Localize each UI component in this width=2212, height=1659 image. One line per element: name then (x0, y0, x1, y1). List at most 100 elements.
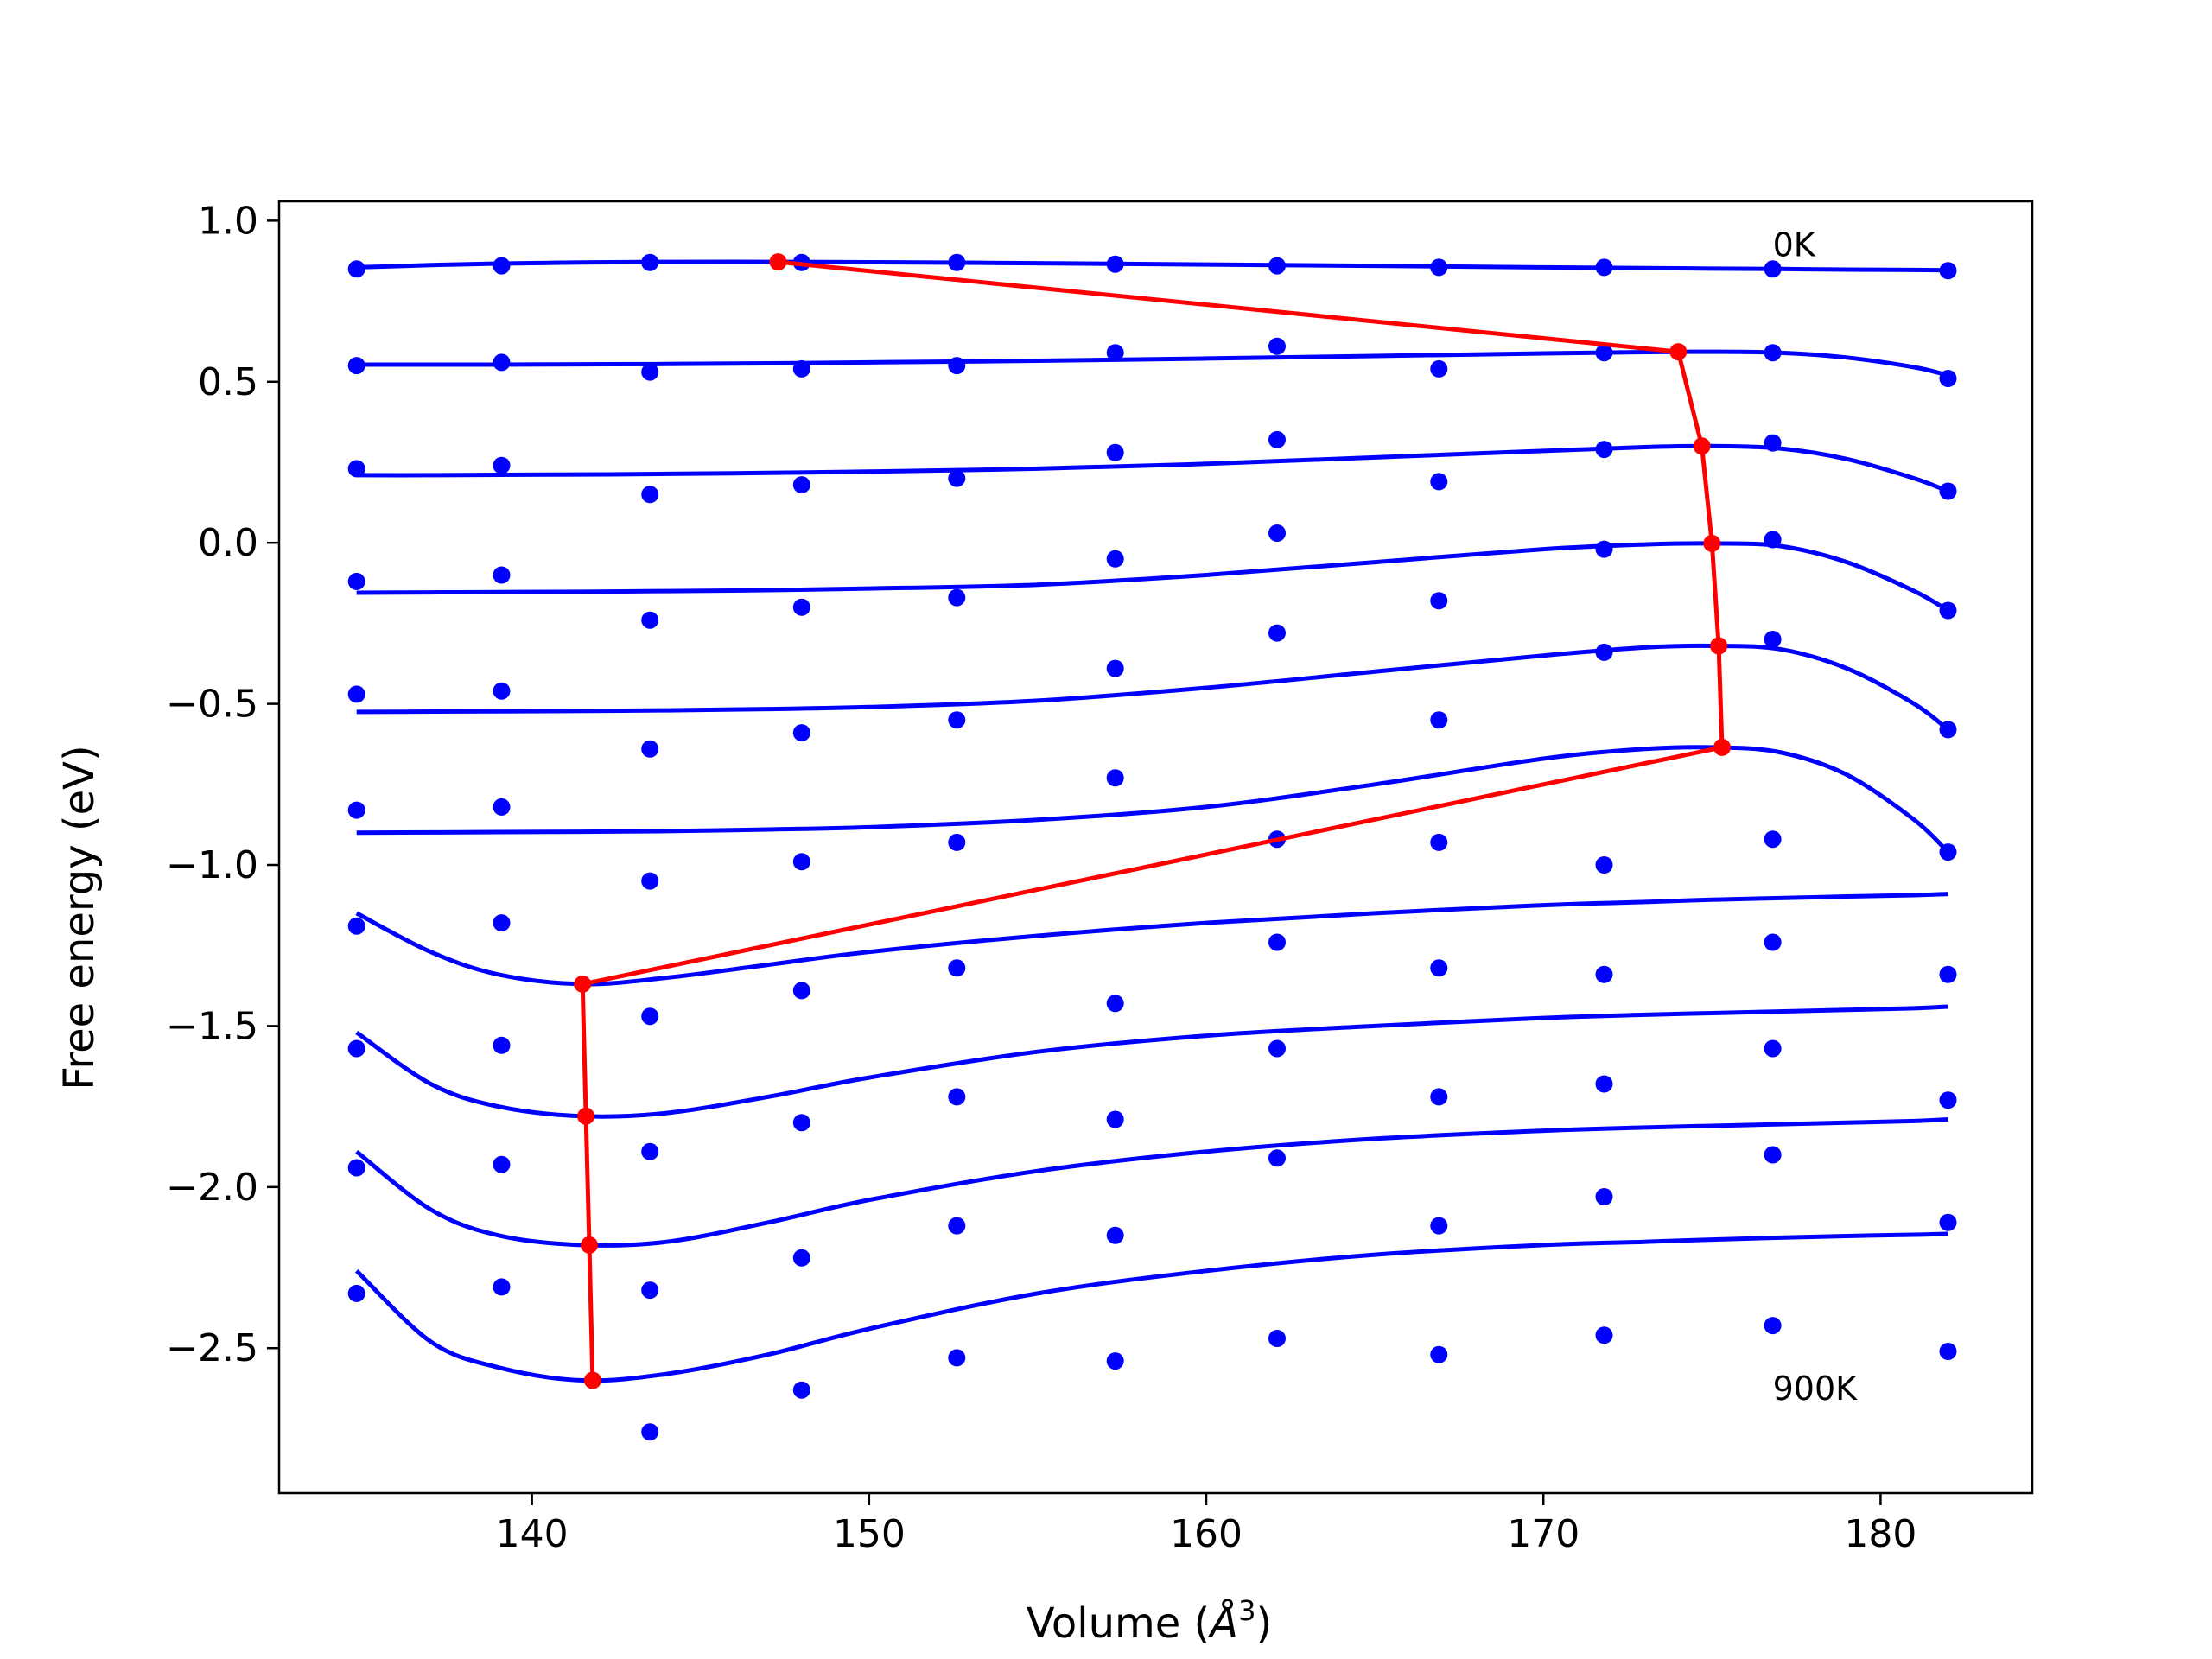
data-point-100K (1939, 370, 1957, 387)
fit-curve-700K (355, 1004, 1948, 1119)
data-point-200K (948, 469, 966, 487)
minimum-point (1703, 534, 1721, 552)
data-point-800K (792, 1249, 810, 1267)
y-tick-label: 1.0 (198, 199, 258, 243)
data-point-400K (1106, 659, 1124, 677)
data-point-600K (1430, 959, 1448, 977)
data-point-900K (792, 1381, 810, 1399)
data-point-500K (1106, 769, 1124, 787)
data-point-100K (493, 353, 511, 372)
data-point-300K (1106, 550, 1124, 568)
data-point-100K (792, 359, 810, 378)
data-point-200K (641, 486, 659, 504)
data-point-400K (948, 711, 966, 729)
data-point-600K (347, 917, 365, 935)
minimum-point (574, 975, 592, 993)
fit-curve-400K (356, 643, 1950, 732)
x-tick-label: 170 (1507, 1512, 1580, 1556)
data-point-600K (1106, 995, 1124, 1013)
data-point-0K (948, 253, 966, 271)
data-point-800K (1764, 1146, 1782, 1164)
data-point-300K (1430, 592, 1448, 610)
data-point-200K (347, 460, 365, 478)
data-point-400K (1268, 624, 1286, 642)
data-point-200K (1764, 434, 1782, 452)
data-point-700K (792, 1114, 810, 1132)
annotation-label: 900K (1773, 1370, 1859, 1408)
y-tick-label: 0.5 (198, 360, 258, 404)
data-point-0K (641, 253, 659, 271)
data-point-500K (1595, 856, 1613, 874)
data-point-200K (1595, 441, 1613, 459)
data-point-900K (1106, 1352, 1124, 1370)
data-point-600K (1764, 933, 1782, 951)
y-tick-label: −2.5 (166, 1326, 258, 1370)
data-point-900K (347, 1284, 365, 1302)
data-point-700K (1106, 1110, 1124, 1128)
x-tick-label: 180 (1844, 1512, 1916, 1556)
minimum-point (583, 1371, 601, 1389)
data-point-500K (1764, 830, 1782, 849)
data-point-900K (1939, 1343, 1957, 1360)
data-point-200K (1268, 430, 1286, 448)
y-tick-label: −2.0 (166, 1166, 258, 1210)
x-tick-label: 150 (833, 1512, 906, 1556)
data-point-700K (347, 1039, 365, 1058)
data-point-700K (1430, 1088, 1448, 1106)
data-point-700K (1764, 1039, 1782, 1058)
data-point-800K (1268, 1149, 1286, 1167)
data-point-400K (641, 740, 659, 758)
minimum-point (1693, 437, 1711, 455)
data-point-900K (948, 1349, 966, 1367)
data-point-100K (1430, 359, 1448, 378)
data-point-400K (1595, 643, 1613, 661)
data-point-700K (1595, 1075, 1613, 1093)
data-point-300K (1939, 601, 1957, 620)
data-point-300K (948, 588, 966, 607)
data-point-200K (1106, 443, 1124, 461)
data-point-100K (1106, 344, 1124, 362)
y-axis-ticks: 1.0 0.5 0.0 −0.5 −1.0 −1.5 −2.0 −2.5 (166, 199, 279, 1370)
data-point-700K (948, 1088, 966, 1106)
data-point-600K (1595, 965, 1613, 983)
minimum-point (769, 253, 787, 271)
x-axis-label-suffix: ) (1255, 1599, 1272, 1648)
data-point-900K (1595, 1326, 1613, 1344)
data-point-200K (493, 456, 511, 474)
data-point-300K (493, 566, 511, 584)
data-point-900K (493, 1278, 511, 1296)
minimum-point (1710, 637, 1728, 655)
data-point-100K (347, 357, 365, 375)
x-tick-label: 160 (1170, 1512, 1243, 1556)
data-point-300K (1764, 531, 1782, 549)
data-point-700K (641, 1142, 659, 1160)
data-point-900K (1764, 1317, 1782, 1335)
data-point-800K (641, 1281, 659, 1300)
y-tick-label: −1.0 (166, 843, 258, 887)
plot-frame (277, 200, 2034, 1495)
data-point-100K (641, 363, 659, 381)
data-point-900K (641, 1423, 659, 1441)
minimum-path-line (580, 259, 1725, 1381)
data-point-600K (948, 959, 966, 977)
fit-curve-500K (356, 745, 1950, 854)
minimum-path (574, 253, 1731, 1389)
data-point-400K (493, 682, 511, 700)
data-point-500K (347, 801, 365, 819)
data-point-0K (1764, 260, 1782, 278)
data-point-600K (1268, 933, 1286, 951)
data-point-800K (493, 1155, 511, 1173)
data-point-0K (1430, 258, 1448, 276)
data-point-100K (1595, 344, 1613, 362)
data-point-500K (493, 798, 511, 816)
data-point-100K (948, 357, 966, 375)
fit-curve-800K (355, 1117, 1948, 1249)
data-point-300K (1595, 540, 1613, 558)
data-point-600K (641, 1007, 659, 1026)
minimum-point (1713, 738, 1731, 756)
data-point-500K (1430, 833, 1448, 851)
minimum-point (581, 1236, 598, 1254)
data-point-400K (1430, 711, 1448, 729)
data-point-400K (347, 685, 365, 703)
